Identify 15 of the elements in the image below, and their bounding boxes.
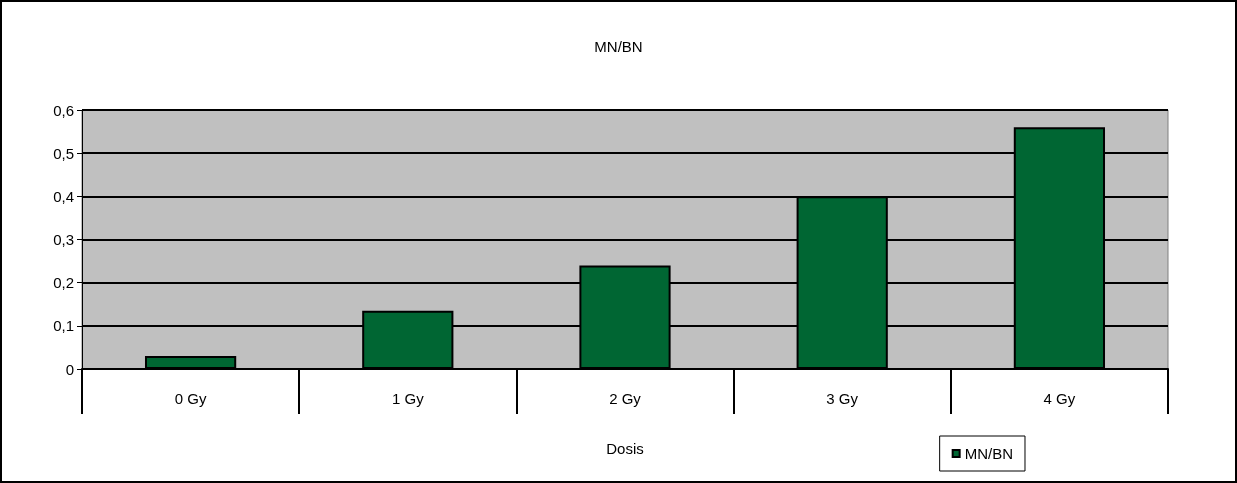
y-tick-label: 0,4 bbox=[53, 187, 74, 205]
x-tick-label: 2 Gy bbox=[609, 390, 642, 407]
y-tick-label: 0,6 bbox=[53, 101, 74, 119]
x-axis-title: Dosis bbox=[606, 440, 644, 457]
y-tick-label: 0,5 bbox=[53, 144, 74, 162]
x-tick-label: 4 Gy bbox=[1043, 390, 1076, 407]
y-tick-label: 0 bbox=[65, 360, 74, 378]
x-tick-label: 1 Gy bbox=[391, 390, 425, 407]
x-tick-label: 0 Gy bbox=[174, 390, 207, 407]
y-tick-label: 0,2 bbox=[53, 274, 74, 292]
y-tick-label: 0,1 bbox=[53, 317, 74, 335]
legend-label: MN/BN bbox=[964, 445, 1014, 462]
y-tick-label: 0,3 bbox=[53, 231, 74, 248]
x-tick-label: 3 Gy bbox=[826, 390, 859, 407]
chart-title: MN/BN bbox=[594, 38, 643, 55]
